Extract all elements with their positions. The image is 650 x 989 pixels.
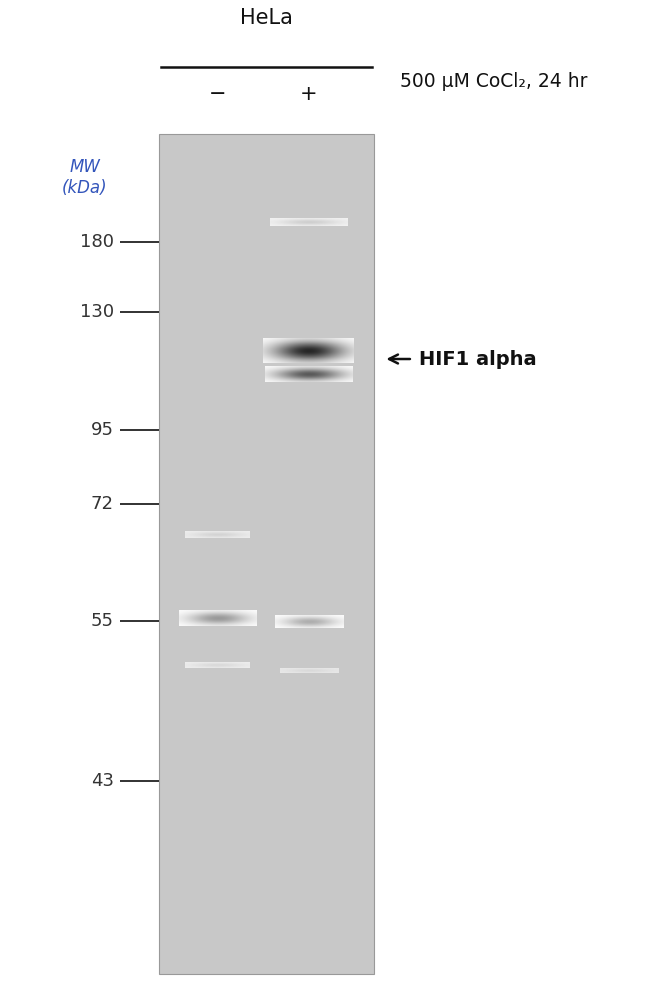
Text: 72: 72 [91, 495, 114, 513]
Text: 130: 130 [79, 303, 114, 320]
Text: 95: 95 [91, 421, 114, 439]
Text: +: + [300, 84, 318, 104]
Text: 43: 43 [91, 772, 114, 790]
Text: HIF1 alpha: HIF1 alpha [419, 349, 537, 369]
Text: −: − [209, 84, 226, 104]
Text: 55: 55 [91, 612, 114, 630]
Text: HeLa: HeLa [240, 8, 293, 28]
Text: 180: 180 [80, 233, 114, 251]
Text: MW
(kDa): MW (kDa) [62, 158, 107, 197]
Text: 500 μM CoCl₂, 24 hr: 500 μM CoCl₂, 24 hr [400, 71, 587, 91]
Bar [159, 134, 374, 974]
